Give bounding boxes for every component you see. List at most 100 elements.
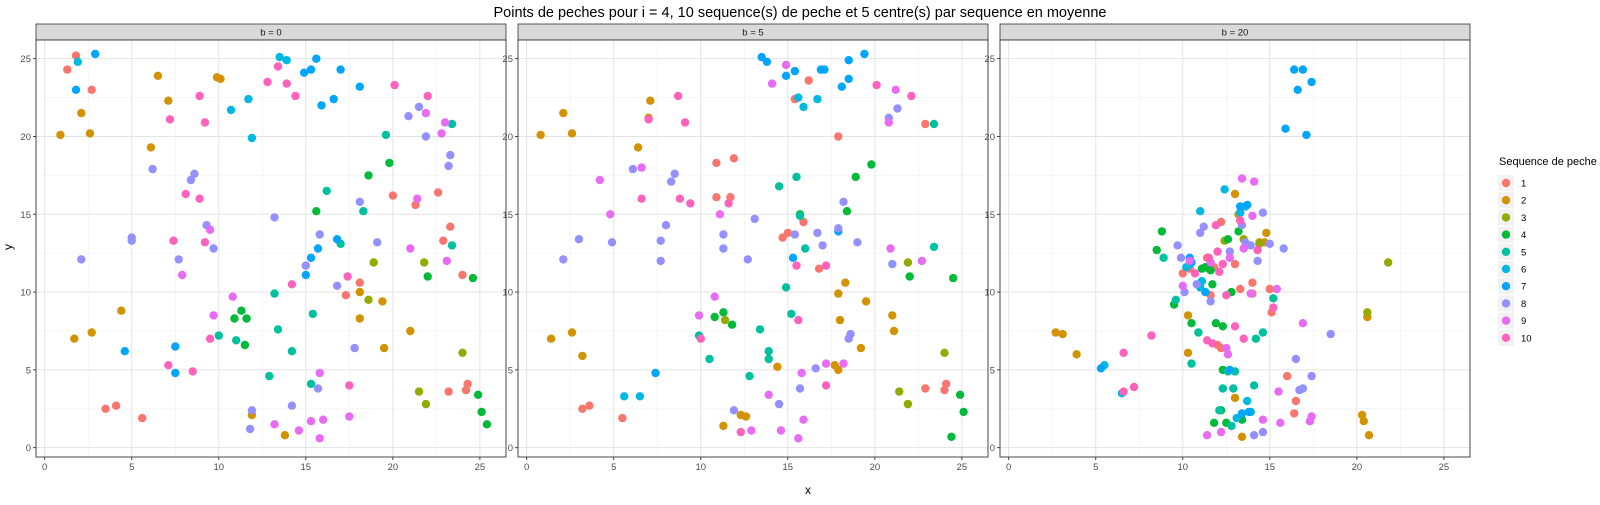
data-point — [378, 297, 387, 306]
data-point — [433, 188, 443, 197]
data-point — [821, 381, 831, 390]
data-point — [237, 306, 246, 315]
data-point — [799, 102, 808, 112]
data-point — [282, 56, 291, 65]
data-point — [559, 108, 568, 118]
plot-background — [518, 40, 988, 457]
legend-label: 4 — [1521, 230, 1526, 241]
x-tick-label: 15 — [783, 462, 794, 473]
x-tick-label: 0 — [1006, 462, 1011, 473]
data-point — [727, 320, 737, 329]
data-point — [646, 96, 655, 105]
data-point — [712, 193, 721, 202]
data-point — [423, 272, 432, 281]
data-point — [1218, 384, 1228, 393]
data-point — [1199, 222, 1208, 231]
data-point — [1295, 385, 1304, 395]
data-point — [1215, 406, 1224, 415]
data-point — [1239, 334, 1248, 343]
data-point — [794, 434, 803, 443]
data-point — [1229, 384, 1238, 393]
x-tick-label: 15 — [301, 462, 312, 473]
data-point — [884, 118, 893, 127]
data-point — [1230, 189, 1240, 199]
data-point — [1194, 328, 1203, 337]
data-point — [56, 130, 65, 140]
data-point — [787, 309, 796, 319]
data-point — [458, 348, 467, 357]
data-point — [1197, 264, 1207, 273]
data-point — [696, 334, 705, 343]
data-point — [1283, 371, 1292, 381]
data-point — [477, 407, 486, 417]
data-point — [473, 390, 483, 399]
data-point — [886, 244, 895, 253]
data-point — [1293, 85, 1302, 95]
chart-title: Points de peches pour i = 4, 10 sequence… — [493, 5, 1106, 21]
legend-key — [1501, 178, 1511, 188]
data-point — [127, 236, 136, 245]
data-point — [675, 194, 685, 203]
legend-key — [1501, 333, 1511, 342]
data-point — [637, 194, 646, 203]
data-point — [947, 432, 956, 441]
legend-key — [1501, 213, 1511, 222]
x-tick-label: 20 — [1352, 462, 1363, 473]
data-point — [423, 91, 432, 101]
data-point — [1291, 396, 1301, 406]
data-point — [729, 406, 739, 415]
legend-label: 6 — [1521, 265, 1526, 276]
data-point — [729, 154, 739, 163]
legend-key — [1501, 264, 1511, 274]
legend-key — [1501, 299, 1511, 308]
data-point — [747, 426, 756, 435]
data-point — [1298, 65, 1308, 74]
y-tick-label: 5 — [508, 365, 513, 376]
data-point — [312, 207, 321, 216]
data-point — [343, 272, 352, 281]
data-point — [1253, 256, 1262, 266]
data-point — [750, 214, 759, 224]
data-point — [1152, 245, 1161, 255]
data-point — [1249, 431, 1259, 440]
x-tick-label: 0 — [524, 462, 529, 473]
data-point — [921, 119, 930, 129]
data-point — [87, 328, 96, 337]
data-point — [667, 177, 676, 186]
data-point — [893, 104, 902, 113]
data-point — [312, 54, 321, 63]
data-point — [306, 417, 316, 426]
data-point — [673, 91, 683, 101]
data-point — [209, 244, 218, 253]
data-point — [446, 150, 455, 160]
data-point — [178, 270, 187, 280]
data-point — [313, 384, 323, 393]
data-point — [606, 210, 615, 219]
data-point — [1249, 381, 1259, 390]
data-point — [656, 256, 665, 266]
data-point — [860, 49, 869, 59]
data-point — [319, 415, 328, 424]
data-point — [71, 85, 81, 95]
data-point — [273, 325, 283, 334]
data-point — [270, 420, 279, 429]
data-point — [1218, 259, 1228, 269]
plot-background — [36, 40, 506, 457]
data-point — [1119, 387, 1128, 396]
x-tick-label: 20 — [870, 462, 881, 473]
data-point — [240, 340, 250, 350]
data-point — [955, 390, 965, 399]
data-point — [63, 65, 72, 74]
data-point — [1290, 65, 1299, 74]
data-point — [299, 68, 309, 77]
data-point — [171, 342, 180, 351]
data-point — [280, 431, 290, 440]
data-point — [1096, 364, 1106, 373]
data-point — [818, 241, 827, 250]
data-point — [536, 130, 545, 140]
data-point — [1258, 208, 1268, 217]
data-point — [1201, 287, 1210, 297]
data-point — [1202, 431, 1212, 440]
data-point — [1178, 281, 1188, 290]
